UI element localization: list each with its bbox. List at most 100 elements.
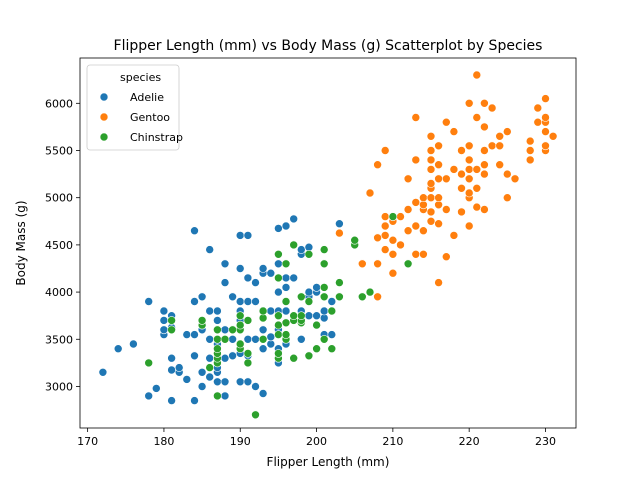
- point-gentoo-22: [411, 250, 421, 259]
- x-tick-label: 200: [306, 435, 327, 448]
- point-gentoo-20: [403, 205, 413, 214]
- point-adelie-47: [220, 278, 230, 287]
- point-chinstrap-39: [289, 353, 299, 363]
- point-adelie-41: [213, 316, 222, 325]
- point-gentoo-98: [548, 132, 558, 141]
- point-gentoo-11: [380, 146, 390, 155]
- point-adelie-9: [159, 306, 169, 316]
- point-chinstrap-13: [220, 334, 230, 344]
- point-gentoo-83: [502, 193, 512, 202]
- point-adelie-68: [251, 382, 260, 391]
- y-tick-label: 4000: [45, 286, 73, 299]
- point-gentoo-21: [403, 174, 413, 184]
- y-tick-label: 5000: [45, 192, 73, 205]
- point-gentoo-3: [373, 292, 382, 302]
- point-adelie-51: [228, 292, 237, 302]
- point-gentoo-49: [441, 205, 451, 214]
- point-chinstrap-33: [274, 250, 283, 259]
- point-chinstrap-31: [274, 311, 283, 321]
- x-tick-label: 210: [382, 435, 403, 448]
- point-adelie-7: [159, 325, 169, 335]
- point-adelie-29: [205, 372, 214, 382]
- x-tick-label: 230: [535, 435, 556, 448]
- point-adelie-93: [281, 283, 291, 292]
- x-axis-label: Flipper Length (mm): [267, 455, 390, 469]
- point-gentoo-64: [464, 155, 474, 165]
- point-adelie-88: [274, 259, 283, 269]
- point-gentoo-19: [403, 226, 413, 235]
- point-chinstrap-47: [304, 351, 314, 361]
- point-gentoo-9: [380, 221, 390, 231]
- point-gentoo-50: [441, 174, 451, 184]
- point-adelie-81: [266, 268, 276, 278]
- point-adelie-58: [235, 297, 245, 306]
- point-adelie-114: [319, 306, 329, 316]
- point-chinstrap-20: [243, 358, 253, 368]
- point-adelie-70: [251, 297, 260, 306]
- point-chinstrap-57: [327, 344, 337, 354]
- point-gentoo-25: [411, 155, 421, 165]
- point-chinstrap-14: [228, 325, 237, 335]
- point-gentoo-54: [449, 127, 459, 136]
- point-chinstrap-35: [281, 330, 291, 339]
- legend-title: species: [120, 71, 161, 84]
- point-gentoo-82: [495, 132, 505, 141]
- point-gentoo-24: [411, 198, 421, 207]
- point-adelie-61: [243, 377, 253, 387]
- point-gentoo-85: [502, 127, 512, 136]
- point-gentoo-18: [396, 212, 405, 221]
- point-chinstrap-58: [327, 306, 337, 316]
- point-chinstrap-42: [289, 240, 299, 250]
- point-gentoo-89: [525, 136, 535, 146]
- point-adelie-89: [274, 224, 283, 233]
- point-gentoo-61: [464, 188, 474, 198]
- point-chinstrap-41: [289, 311, 299, 321]
- point-adelie-28: [197, 292, 207, 302]
- point-chinstrap-16: [235, 339, 245, 349]
- point-chinstrap-52: [319, 334, 329, 344]
- point-chinstrap-38: [281, 259, 291, 269]
- y-axis-label: Body Mass (g): [14, 200, 28, 285]
- point-adelie-2: [129, 339, 138, 349]
- point-adelie-99: [289, 214, 299, 224]
- point-chinstrap-24: [258, 334, 268, 344]
- point-gentoo-91: [533, 103, 543, 113]
- point-chinstrap-59: [335, 292, 344, 302]
- point-chinstrap-51: [312, 320, 321, 330]
- point-adelie-23: [190, 226, 199, 235]
- point-gentoo-70: [472, 113, 482, 122]
- x-tick-label: 180: [153, 435, 174, 448]
- point-chinstrap-62: [350, 235, 360, 245]
- point-gentoo-66: [464, 99, 474, 108]
- point-adelie-80: [266, 306, 276, 316]
- point-adelie-31: [205, 334, 214, 344]
- point-gentoo-5: [373, 233, 382, 243]
- point-adelie-106: [304, 287, 314, 297]
- point-adelie-45: [220, 353, 230, 363]
- point-adelie-34: [213, 377, 222, 387]
- point-gentoo-23: [411, 221, 421, 231]
- point-adelie-43: [220, 391, 230, 401]
- point-gentoo-84: [502, 169, 512, 179]
- point-chinstrap-1: [167, 325, 176, 335]
- legend-items: Adelie Gentoo Chinstrap: [99, 91, 183, 144]
- point-gentoo-71: [472, 70, 482, 80]
- point-adelie-44: [220, 377, 230, 387]
- point-chinstrap-22: [243, 316, 253, 325]
- point-gentoo-87: [525, 155, 535, 165]
- point-adelie-30: [205, 353, 214, 363]
- point-adelie-10: [167, 396, 176, 405]
- point-adelie-119: [335, 219, 344, 228]
- point-adelie-48: [220, 259, 230, 269]
- x-tick-label: 220: [459, 435, 480, 448]
- point-gentoo-39: [426, 146, 436, 155]
- legend: species Adelie Gentoo Chinstrap: [86, 64, 183, 151]
- y-tick-label: 3000: [45, 380, 73, 393]
- point-chinstrap-53: [319, 292, 329, 302]
- point-chinstrap-45: [296, 311, 306, 321]
- point-chinstrap-11: [213, 334, 222, 344]
- point-gentoo-55: [457, 207, 466, 217]
- point-chinstrap-23: [251, 410, 260, 420]
- legend-label-chinstrap: Chinstrap: [130, 131, 183, 144]
- point-adelie-25: [197, 367, 207, 377]
